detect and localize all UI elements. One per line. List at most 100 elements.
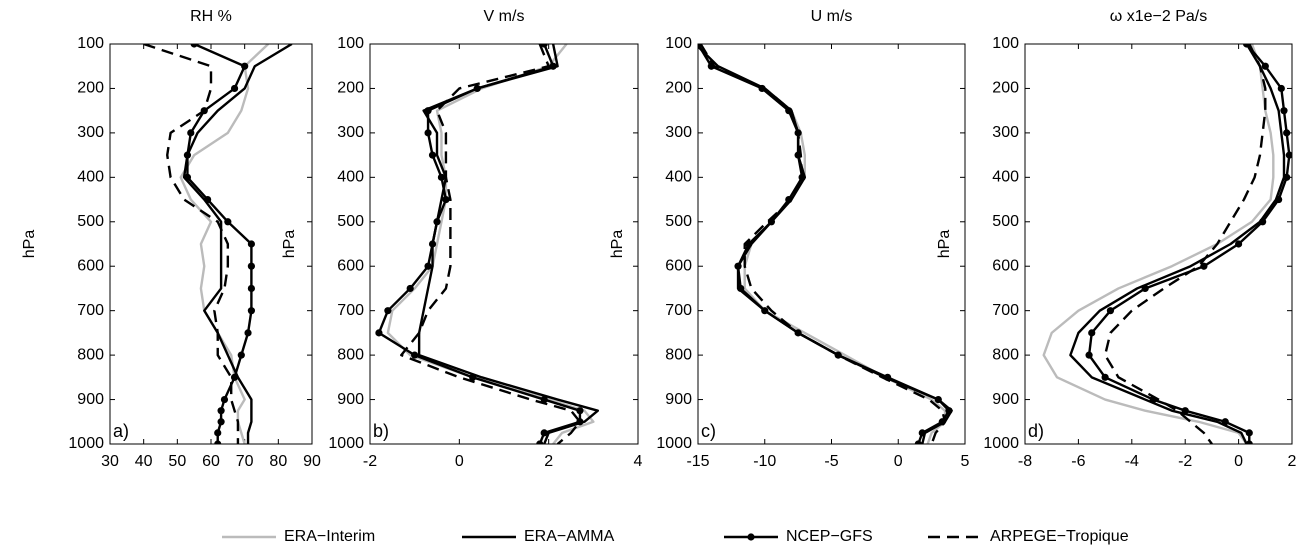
y-tick-label: 100: [665, 35, 692, 52]
x-tick-label: -10: [753, 453, 776, 470]
profile-marker: [1283, 129, 1291, 137]
y-axis-label: hPa: [936, 230, 953, 259]
y-axis-label: hPa: [21, 230, 38, 259]
profile-line: [1042, 44, 1275, 444]
profile-marker: [1280, 107, 1288, 115]
profile-marker: [424, 262, 432, 270]
profile-marker: [247, 262, 255, 270]
profile-marker: [204, 195, 212, 204]
x-tick-label: 2: [1288, 453, 1296, 470]
profile-marker: [1235, 240, 1243, 248]
y-tick-label: 400: [77, 169, 104, 186]
x-tick-label: 80: [269, 453, 287, 470]
profile-marker: [241, 62, 249, 70]
profile-marker: [1259, 218, 1267, 226]
axes-box: [697, 43, 966, 445]
y-tick-label: 800: [665, 346, 692, 363]
x-tick-label: 5: [961, 453, 970, 470]
x-tick-label: 4: [634, 453, 643, 470]
profile-marker: [1106, 307, 1115, 315]
profile-marker: [214, 429, 222, 437]
profile-marker: [469, 373, 477, 381]
y-tick-label: 1000: [983, 435, 1019, 452]
profile-marker: [1277, 84, 1285, 93]
profile-marker: [798, 173, 806, 181]
y-tick-label: 400: [337, 169, 364, 186]
y-tick-label: 300: [992, 124, 1019, 141]
panel-title: ω x1e−2 Pa/s: [1110, 8, 1207, 25]
x-tick-label: 90: [303, 453, 321, 470]
panel-label: c): [701, 421, 716, 441]
profile-marker: [473, 84, 481, 93]
y-tick-label: 900: [992, 391, 1019, 408]
profile-line: [182, 44, 293, 444]
panel-title: U m/s: [811, 8, 853, 25]
profile-marker: [217, 407, 225, 415]
profile-line: [417, 44, 599, 444]
panel-title: V m/s: [484, 8, 525, 25]
x-tick-label: 50: [168, 453, 186, 470]
profile-marker: [761, 307, 769, 315]
profile-marker: [187, 129, 195, 137]
profile-marker: [220, 395, 229, 404]
x-tick-label: -15: [686, 453, 709, 470]
y-tick-label: 500: [992, 213, 1019, 230]
profile-marker: [183, 173, 192, 181]
y-tick-label: 600: [77, 257, 104, 274]
profile-marker: [183, 151, 192, 159]
y-tick-label: 700: [77, 302, 104, 319]
panel-label: d): [1028, 421, 1044, 441]
profile-line: [179, 44, 270, 444]
x-tick-label: -2: [1178, 453, 1192, 470]
profile-marker: [1245, 429, 1253, 437]
y-tick-label: 1000: [656, 435, 692, 452]
profile-marker: [428, 151, 437, 159]
profile-marker: [549, 62, 557, 70]
profile-marker: [411, 351, 419, 359]
profile-line: [699, 44, 947, 444]
x-tick-label: -2: [363, 453, 377, 470]
x-tick-label: 0: [455, 453, 464, 470]
y-tick-label: 700: [665, 302, 692, 319]
x-tick-label: 70: [236, 453, 254, 470]
profile-marker: [433, 218, 441, 226]
profile-marker: [230, 373, 239, 381]
profile-marker: [442, 195, 450, 204]
y-tick-label: 700: [337, 302, 364, 319]
profile-marker: [734, 262, 742, 270]
profile-marker: [945, 407, 953, 415]
axes-box: [109, 43, 313, 445]
profile-marker: [918, 429, 926, 437]
profile-marker: [540, 429, 548, 437]
profile-marker: [247, 307, 255, 315]
y-tick-label: 500: [77, 213, 104, 230]
profile-marker: [190, 44, 198, 48]
y-tick-label: 1000: [68, 435, 104, 452]
x-tick-label: 60: [202, 453, 220, 470]
profile-marker: [1285, 151, 1292, 159]
axes-box: [1024, 43, 1293, 445]
profile-marker: [384, 307, 392, 315]
x-tick-label: -5: [824, 453, 838, 470]
profile-marker: [375, 329, 383, 337]
y-tick-label: 900: [665, 391, 692, 408]
y-tick-label: 700: [992, 302, 1019, 319]
y-tick-label: 500: [337, 213, 364, 230]
profile-line: [143, 44, 240, 444]
profile-marker: [1141, 284, 1149, 293]
profile-line: [377, 44, 582, 444]
panel-label: a): [113, 421, 129, 441]
profile-marker: [737, 284, 745, 293]
profile-marker: [224, 218, 232, 226]
profile-marker: [1088, 329, 1096, 337]
y-tick-label: 600: [337, 257, 364, 274]
profile-marker: [1261, 62, 1269, 70]
legend-marker: [747, 533, 755, 541]
profile-line: [1103, 44, 1267, 444]
profile-line: [400, 44, 582, 444]
profile-marker: [1221, 418, 1229, 426]
y-tick-label: 500: [665, 213, 692, 230]
profile-marker: [244, 329, 252, 337]
x-tick-label: 2: [544, 453, 553, 470]
plot-area: [698, 44, 953, 444]
